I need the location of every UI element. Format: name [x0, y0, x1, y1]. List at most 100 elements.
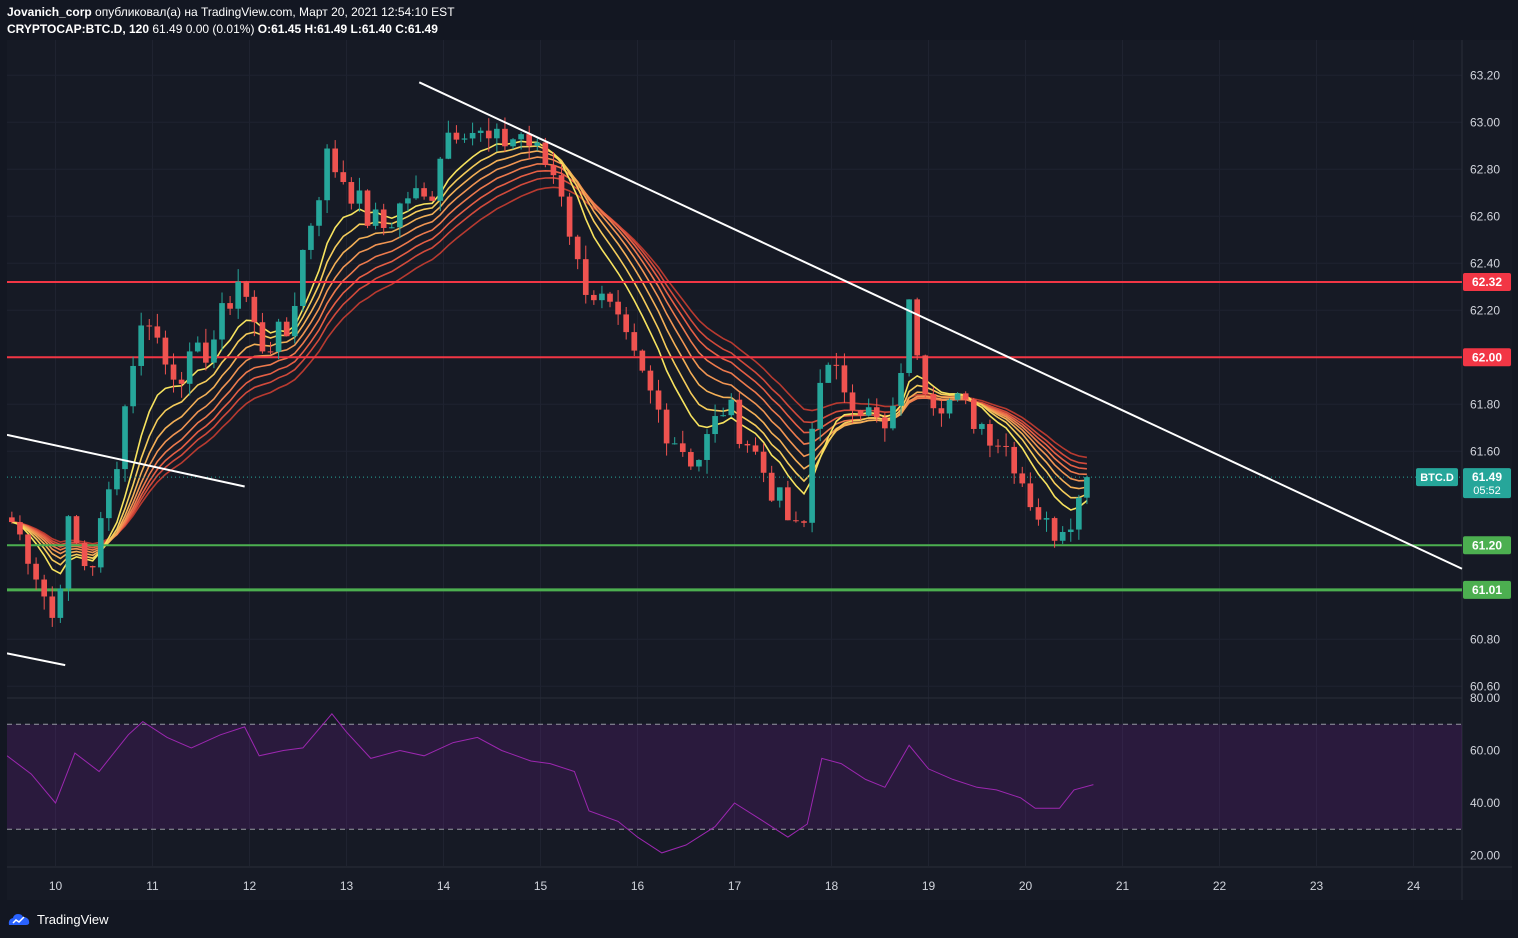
symbol-tag-label: BTC.D: [1420, 472, 1454, 484]
candle-body: [898, 372, 904, 406]
candle-body: [97, 518, 104, 568]
candle-body: [259, 322, 266, 352]
level-tag-label: 62.00: [1472, 350, 1502, 364]
quote-label: 61.49 0.00 (0.01%): [152, 22, 255, 36]
candle-body: [558, 175, 565, 197]
candle-body: [485, 130, 492, 139]
candle-body: [736, 399, 743, 444]
candle-body: [397, 203, 403, 228]
price-tick-label: 62.20: [1470, 303, 1500, 317]
rsi-band: [7, 724, 1462, 830]
candle-body: [65, 516, 72, 589]
publish-info: Jovanich_corp опубликовал(а) на TradingV…: [7, 5, 455, 19]
candle-body: [502, 128, 508, 147]
level-tag-label: 61.20: [1472, 538, 1502, 552]
candle-body: [461, 138, 468, 140]
candle-body: [186, 351, 193, 384]
candle-body: [1027, 483, 1034, 508]
candle-body: [25, 534, 31, 564]
time-tick-label: 21: [1116, 879, 1130, 893]
candle-body: [308, 225, 314, 250]
level-tag: [1463, 580, 1511, 599]
candle-body: [631, 332, 638, 351]
level-tag: [1463, 348, 1511, 367]
candle-body: [429, 196, 436, 201]
level-tag-label: 61.01: [1472, 583, 1502, 597]
candle-body: [17, 522, 23, 535]
published-text: опубликовал(а) на TradingView.com, Март …: [95, 5, 455, 19]
rsi-line: [6, 713, 1094, 854]
candle-body: [882, 417, 888, 429]
candle-body: [534, 142, 541, 146]
candle-body: [1059, 532, 1066, 541]
candle-body: [663, 409, 670, 444]
candle-body: [857, 410, 864, 416]
candle-body: [679, 443, 686, 453]
candle-body: [890, 405, 896, 429]
candle-body: [599, 293, 605, 301]
candle-body: [987, 424, 993, 446]
ohlc-label: O:61.45 H:61.49 L:61.40 C:61.49: [257, 22, 438, 36]
candle-body: [235, 281, 242, 309]
price-tick-label: 60.60: [1470, 679, 1500, 693]
candle-body: [566, 196, 573, 237]
candle-body: [841, 365, 848, 393]
candle-body: [138, 325, 145, 366]
price-tick-label: 63.00: [1470, 115, 1500, 129]
tradingview-footer[interactable]: TradingView: [7, 906, 109, 932]
candle-body: [437, 158, 444, 201]
candle-body: [332, 148, 339, 173]
time-tick-label: 22: [1213, 879, 1227, 893]
candle-body: [671, 443, 678, 445]
time-tick-label: 20: [1019, 879, 1033, 893]
candle-body: [607, 293, 613, 302]
time-tick-label: 14: [437, 879, 451, 893]
candle-body: [41, 579, 48, 597]
candle-body: [154, 326, 161, 338]
candle-body: [219, 303, 225, 340]
candle-body: [744, 443, 751, 446]
candle-body: [477, 130, 484, 133]
candle-body: [1084, 477, 1090, 498]
candle-body: [615, 301, 621, 315]
chart-pane[interactable]: 63.20 63.00 62.80 62.60 62.40 62.20 61.80 61.60…: [6, 40, 1512, 900]
candle-body: [785, 487, 791, 521]
candle-body: [865, 407, 872, 416]
candle-body: [809, 428, 815, 523]
price-chart[interactable]: 63.20 63.00 62.80 62.60 62.40 62.20 61.80 61.60…: [6, 40, 1512, 900]
candle-body: [930, 394, 937, 409]
time-tick-label: 13: [340, 879, 354, 893]
candle-body: [291, 305, 298, 337]
candle-body: [388, 227, 395, 229]
trendline: [6, 652, 66, 667]
tradingview-logo-icon: [8, 914, 30, 925]
candle-body: [89, 566, 96, 568]
candle-body: [954, 393, 961, 400]
candle-body: [146, 325, 153, 327]
price-axis: 63.20 63.00 62.80 62.60 62.40 62.20 61.80 61.60…: [1470, 68, 1500, 693]
price-tick-label: 62.60: [1470, 209, 1500, 223]
candle-body: [49, 596, 56, 618]
level-tag: [1463, 273, 1511, 292]
candle-body: [1011, 446, 1018, 474]
candle-body: [938, 408, 945, 414]
candle-body: [211, 339, 217, 363]
candle-body: [364, 190, 371, 226]
candle-body: [639, 350, 646, 371]
candle-body: [582, 259, 589, 295]
candle-body: [704, 434, 710, 460]
price-tick-label: 62.40: [1470, 256, 1500, 270]
candle-body: [696, 459, 702, 467]
candle-body: [9, 517, 15, 523]
price-tick-label: 60.80: [1470, 632, 1500, 646]
symbol-label: CRYPTOCAP:BTC.D, 120: [7, 22, 150, 36]
candle-body: [914, 299, 921, 356]
candle-body: [1043, 518, 1050, 520]
ema-line: [11, 156, 1087, 555]
symbol-tag: [1416, 468, 1458, 487]
candle-body: [647, 370, 654, 391]
candle-body: [372, 209, 379, 226]
candle-body: [873, 407, 880, 418]
author-name[interactable]: Jovanich_corp: [7, 5, 92, 19]
candle-body: [122, 406, 128, 470]
